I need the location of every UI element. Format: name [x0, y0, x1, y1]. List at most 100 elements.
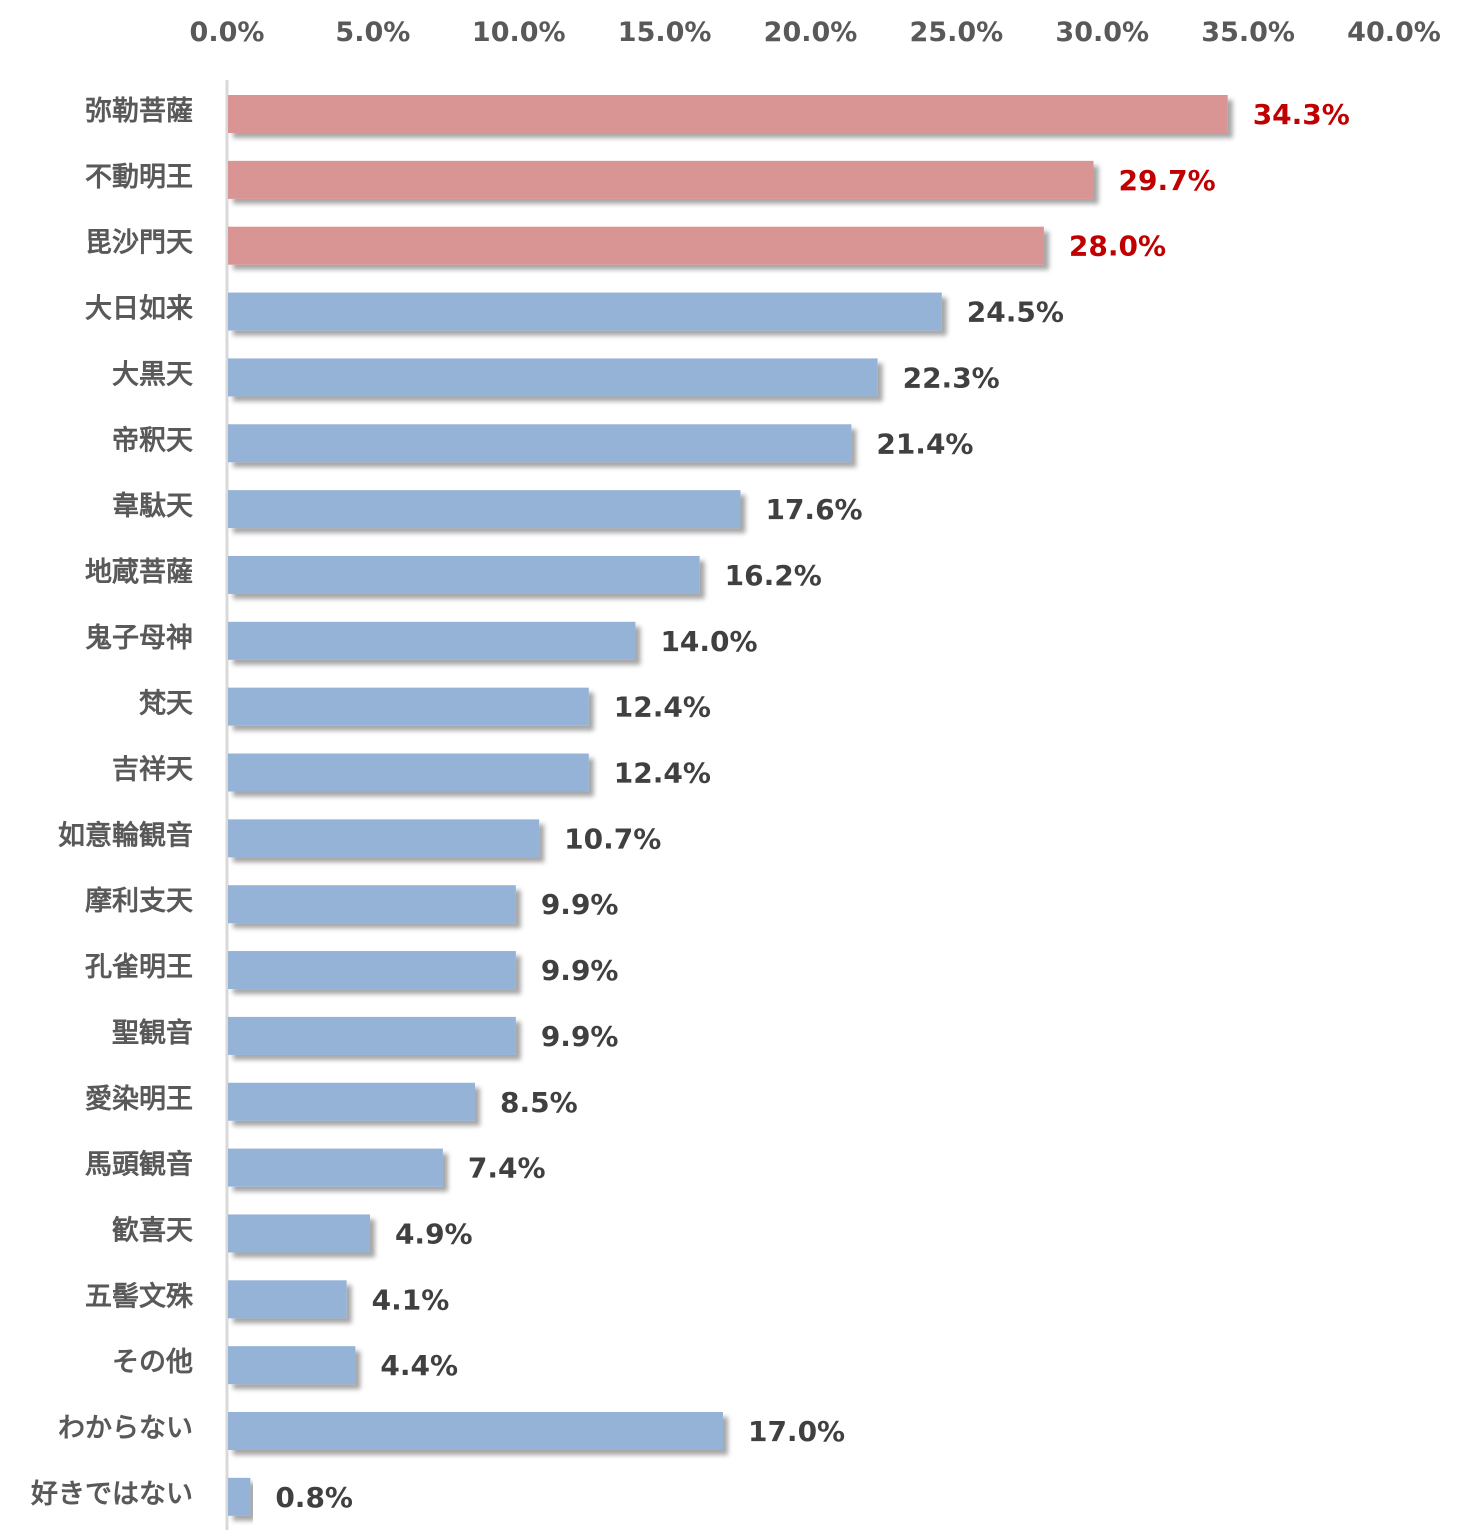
x-tick-label: 30.0%	[1055, 17, 1149, 48]
bar	[228, 1214, 370, 1253]
category-label: その他	[112, 1347, 193, 1378]
category-label: 梵天	[139, 689, 193, 720]
x-tick-label: 15.0%	[618, 17, 712, 48]
category-label: 如意輪観音	[58, 819, 193, 851]
bar-row: 鬼子母神 14.0%	[85, 621, 758, 660]
category-label: 帝釈天	[112, 424, 193, 456]
bar	[228, 490, 741, 529]
bar	[228, 95, 1228, 133]
x-tick-label: 10.0%	[472, 17, 566, 48]
x-tick-label: 20.0%	[764, 17, 858, 48]
data-label: 12.4%	[614, 757, 711, 790]
data-label: 4.9%	[395, 1217, 473, 1250]
category-label: 孔雀明王	[85, 952, 193, 983]
category-label: 大黒天	[112, 359, 193, 390]
category-label: 大日如来	[85, 294, 193, 325]
bar-row: 弥勒菩薩 34.3%	[85, 95, 1350, 133]
data-label: 14.0%	[660, 625, 757, 658]
data-label: 29.7%	[1118, 164, 1215, 197]
bar-row: 吉祥天 12.4%	[112, 753, 711, 792]
bar-row: 摩利支天 9.9%	[85, 885, 619, 924]
bar	[228, 424, 852, 463]
bar	[228, 1412, 723, 1450]
bar	[228, 819, 540, 858]
x-axis-ticks: 0.0% 5.0% 10.0% 15.0% 20.0% 25.0% 30.0% 35.0% 40…	[190, 17, 1441, 48]
bar	[228, 1346, 356, 1385]
data-label: 0.8%	[275, 1481, 353, 1514]
data-label: 16.2%	[725, 559, 822, 592]
bar-row: 歓喜天 4.9%	[112, 1214, 473, 1253]
bar	[228, 687, 589, 726]
category-label: 毘沙門天	[85, 228, 193, 259]
bar-row: 帝釈天 21.4%	[112, 424, 973, 463]
category-label: 摩利支天	[85, 885, 193, 917]
category-label: 愛染明王	[85, 1084, 193, 1115]
bar	[228, 358, 878, 397]
bar-row: 聖観音 9.9%	[112, 1016, 619, 1055]
bar-row: 如意輪観音 10.7%	[58, 819, 661, 858]
category-label: 弥勒菩薩	[85, 95, 193, 127]
data-label: 10.7%	[564, 822, 661, 855]
bar-row: 不動明王 29.7%	[85, 160, 1216, 199]
bar-row: 五髻文殊 4.1%	[85, 1280, 450, 1319]
bar-row: 大黒天 22.3%	[112, 358, 1000, 397]
bar	[228, 1016, 516, 1055]
bar	[228, 885, 516, 924]
data-label: 4.4%	[380, 1349, 458, 1382]
data-label: 12.4%	[614, 691, 711, 724]
bar-row: 地蔵菩薩 16.2%	[85, 555, 822, 594]
category-label: 韋駄天	[112, 491, 193, 522]
x-tick-label: 25.0%	[910, 17, 1004, 48]
x-tick-label: 40.0%	[1347, 17, 1441, 48]
bar-row: 韋駄天 17.6%	[112, 490, 863, 529]
bar	[228, 160, 1094, 199]
category-label: 不動明王	[85, 162, 193, 193]
bar-row: 梵天 12.4%	[139, 687, 711, 726]
category-label: 鬼子母神	[85, 622, 193, 654]
data-label: 9.9%	[541, 888, 619, 921]
bar	[228, 951, 516, 990]
bar-row: 好きではない 0.8%	[30, 1477, 353, 1516]
category-label: 吉祥天	[112, 754, 193, 786]
data-label: 8.5%	[500, 1086, 578, 1119]
data-label: 9.9%	[541, 1020, 619, 1053]
category-label: 聖観音	[112, 1017, 193, 1049]
data-label: 24.5%	[967, 296, 1064, 329]
bars: 弥勒菩薩 34.3% 不動明王 29.7% 毘沙門天 28.0% 大日如来 24.5% 大黒天 2…	[30, 95, 1350, 1516]
bar	[228, 1082, 475, 1121]
bar	[228, 1148, 443, 1187]
category-label: 地蔵菩薩	[85, 557, 193, 588]
bar	[228, 1280, 347, 1319]
bar-row: 孔雀明王 9.9%	[85, 951, 619, 990]
data-label: 34.3%	[1253, 98, 1350, 131]
bar-row: その他 4.4%	[112, 1346, 458, 1385]
category-label: 好きではない	[30, 1479, 193, 1510]
data-label: 17.6%	[765, 493, 862, 526]
category-label: 馬頭観音	[85, 1149, 193, 1181]
data-label: 22.3%	[903, 361, 1000, 394]
data-label: 9.9%	[541, 954, 619, 987]
data-label: 4.1%	[372, 1283, 450, 1316]
bar-row: わからない 17.0%	[58, 1412, 845, 1450]
data-label: 7.4%	[468, 1152, 546, 1185]
bar	[228, 753, 589, 792]
bar-row: 大日如来 24.5%	[85, 292, 1064, 331]
category-label: 五髻文殊	[85, 1280, 194, 1312]
bar-row: 愛染明王 8.5%	[85, 1082, 578, 1121]
category-label: 歓喜天	[112, 1214, 193, 1246]
bar	[228, 621, 636, 660]
bar-row: 馬頭観音 7.4%	[85, 1148, 546, 1187]
x-tick-label: 35.0%	[1201, 17, 1295, 48]
category-label: わからない	[58, 1413, 193, 1444]
bar-row: 毘沙門天 28.0%	[85, 226, 1166, 265]
data-label: 17.0%	[748, 1415, 845, 1448]
bar	[228, 555, 700, 594]
bar	[228, 1477, 251, 1516]
x-tick-label: 0.0%	[190, 17, 265, 48]
bar	[228, 292, 942, 331]
bar	[228, 226, 1044, 265]
data-label: 21.4%	[876, 427, 973, 460]
data-label: 28.0%	[1069, 230, 1166, 263]
x-tick-label: 5.0%	[335, 17, 410, 48]
